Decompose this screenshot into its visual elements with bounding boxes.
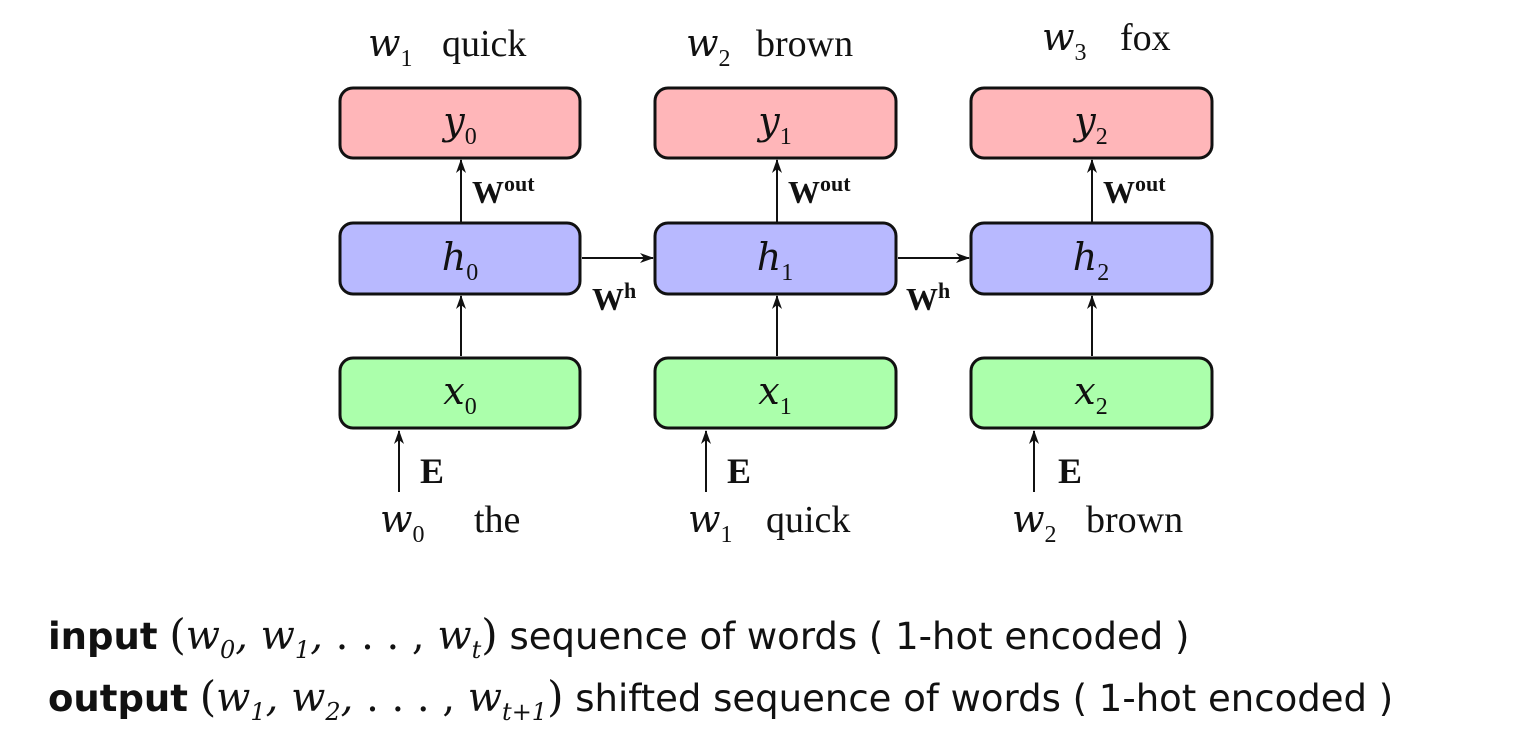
legend-input-line: input (w0, w1, . . . , wt) sequence of w… bbox=[48, 610, 1508, 664]
rnn-diagram: w1 quick y0 Wout h0 x0 E w0 the Wh w2 br… bbox=[338, 15, 1214, 548]
hidden-node-label-1: h1 bbox=[757, 235, 793, 286]
output-word-0: quick bbox=[442, 23, 526, 65]
input-node-x2 bbox=[969, 356, 1214, 430]
legend-input-desc: sequence of words ( 1-hot encoded ) bbox=[509, 615, 1190, 658]
weight-h-label-1: Wh bbox=[906, 278, 950, 317]
legend-output-line: output (w1, w2, . . . , wt+1) shifted se… bbox=[48, 672, 1508, 726]
timestep-0: w1 quick y0 Wout h0 x0 E w0 the bbox=[338, 21, 582, 548]
hidden-node-h1 bbox=[653, 221, 898, 296]
legend-input-tuple: (w0, w1, . . . , wt) bbox=[169, 610, 498, 664]
legend-output-keyword: output bbox=[48, 677, 188, 720]
input-word-var-2: w2 bbox=[1012, 497, 1057, 548]
output-node-y0 bbox=[338, 86, 582, 160]
legend-output-tuple: (w1, w2, . . . , wt+1) bbox=[199, 672, 564, 726]
hidden-node-label-0: h0 bbox=[442, 235, 478, 286]
output-node-y2 bbox=[969, 86, 1214, 160]
output-word-2: fox bbox=[1120, 17, 1171, 59]
embedding-label-0: E bbox=[420, 451, 444, 491]
hidden-node-h0 bbox=[338, 221, 582, 296]
input-word-1: quick bbox=[766, 499, 850, 541]
input-word-var-1: w1 bbox=[688, 497, 733, 548]
weight-out-label-0: Wout bbox=[472, 171, 535, 210]
output-word-var-2: w3 bbox=[1042, 15, 1087, 66]
hidden-node-h2 bbox=[969, 221, 1214, 296]
embedding-label-2: E bbox=[1058, 451, 1082, 491]
output-node-y1 bbox=[653, 86, 898, 160]
output-node-label-1: y1 bbox=[756, 99, 791, 150]
input-node-label-1: x1 bbox=[758, 369, 791, 420]
output-word-1: brown bbox=[756, 23, 853, 65]
input-node-x0 bbox=[338, 356, 582, 430]
embedding-label-1: E bbox=[727, 451, 751, 491]
input-node-label-2: x2 bbox=[1074, 369, 1107, 420]
timestep-2: w3 fox y2 Wout h2 x2 E w2 brown bbox=[969, 15, 1214, 548]
input-word-var-0: w0 bbox=[380, 497, 425, 548]
output-node-label-0: y0 bbox=[441, 99, 476, 150]
input-node-x1 bbox=[653, 356, 898, 430]
timestep-1: w2 brown y1 Wout h1 x1 E w1 quick bbox=[653, 21, 898, 548]
output-word-var-0: w1 bbox=[368, 21, 413, 72]
input-word-2: brown bbox=[1086, 499, 1183, 541]
legend-output-desc: shifted sequence of words ( 1-hot encode… bbox=[575, 677, 1394, 720]
output-word-var-1: w2 bbox=[686, 21, 731, 72]
input-word-0: the bbox=[474, 499, 520, 541]
weight-out-label-2: Wout bbox=[1103, 171, 1166, 210]
output-node-label-2: y2 bbox=[1072, 99, 1107, 150]
hidden-node-label-2: h2 bbox=[1073, 235, 1109, 286]
input-node-label-0: x0 bbox=[443, 369, 476, 420]
weight-out-label-1: Wout bbox=[788, 171, 851, 210]
legend-input-keyword: input bbox=[48, 615, 158, 658]
weight-h-label-0: Wh bbox=[592, 278, 636, 317]
